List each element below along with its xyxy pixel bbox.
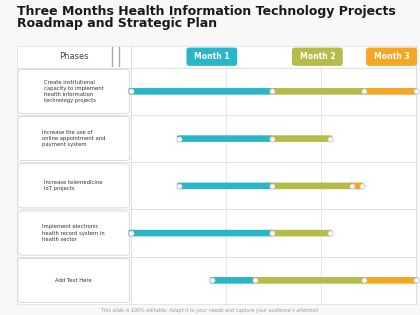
FancyBboxPatch shape — [292, 48, 343, 66]
Bar — [17, 162, 416, 209]
FancyBboxPatch shape — [18, 211, 129, 255]
FancyBboxPatch shape — [270, 230, 332, 236]
Text: Implement electronic
health record system in
health sector: Implement electronic health record syste… — [42, 224, 105, 242]
Text: Month 3: Month 3 — [374, 52, 410, 61]
FancyBboxPatch shape — [366, 48, 417, 66]
FancyBboxPatch shape — [129, 230, 274, 236]
FancyBboxPatch shape — [270, 88, 367, 94]
FancyBboxPatch shape — [177, 182, 274, 189]
Text: This slide is 100% editable. Adapt it to your needs and capture your audience's : This slide is 100% editable. Adapt it to… — [101, 308, 319, 313]
FancyBboxPatch shape — [252, 277, 367, 284]
FancyBboxPatch shape — [362, 88, 418, 94]
Bar — [17, 257, 416, 304]
Bar — [17, 46, 416, 68]
Text: Create institutional
capacity to implement
health information
technology project: Create institutional capacity to impleme… — [44, 80, 104, 103]
FancyBboxPatch shape — [18, 117, 129, 161]
Text: Increase telemedicine
IoT projects: Increase telemedicine IoT projects — [45, 180, 103, 192]
FancyBboxPatch shape — [362, 277, 418, 284]
Bar — [17, 68, 416, 115]
FancyBboxPatch shape — [210, 277, 257, 284]
FancyBboxPatch shape — [18, 164, 129, 208]
FancyBboxPatch shape — [270, 182, 354, 189]
FancyBboxPatch shape — [177, 135, 274, 142]
Bar — [17, 209, 416, 257]
Bar — [17, 115, 416, 162]
FancyBboxPatch shape — [349, 182, 364, 189]
FancyBboxPatch shape — [186, 48, 237, 66]
FancyBboxPatch shape — [18, 258, 129, 302]
Text: Roadmap and Strategic Plan: Roadmap and Strategic Plan — [17, 17, 217, 30]
Text: Add Text Here: Add Text Here — [55, 278, 92, 283]
Text: Phases: Phases — [59, 52, 89, 61]
FancyBboxPatch shape — [129, 88, 274, 94]
Text: Increase the use of
online appointment and
payment system: Increase the use of online appointment a… — [42, 130, 105, 147]
FancyBboxPatch shape — [270, 135, 332, 142]
Text: Three Months Health Information Technology Projects: Three Months Health Information Technolo… — [17, 5, 396, 18]
Text: Month 2: Month 2 — [299, 52, 335, 61]
FancyBboxPatch shape — [18, 69, 129, 113]
Text: Month 1: Month 1 — [194, 52, 230, 61]
